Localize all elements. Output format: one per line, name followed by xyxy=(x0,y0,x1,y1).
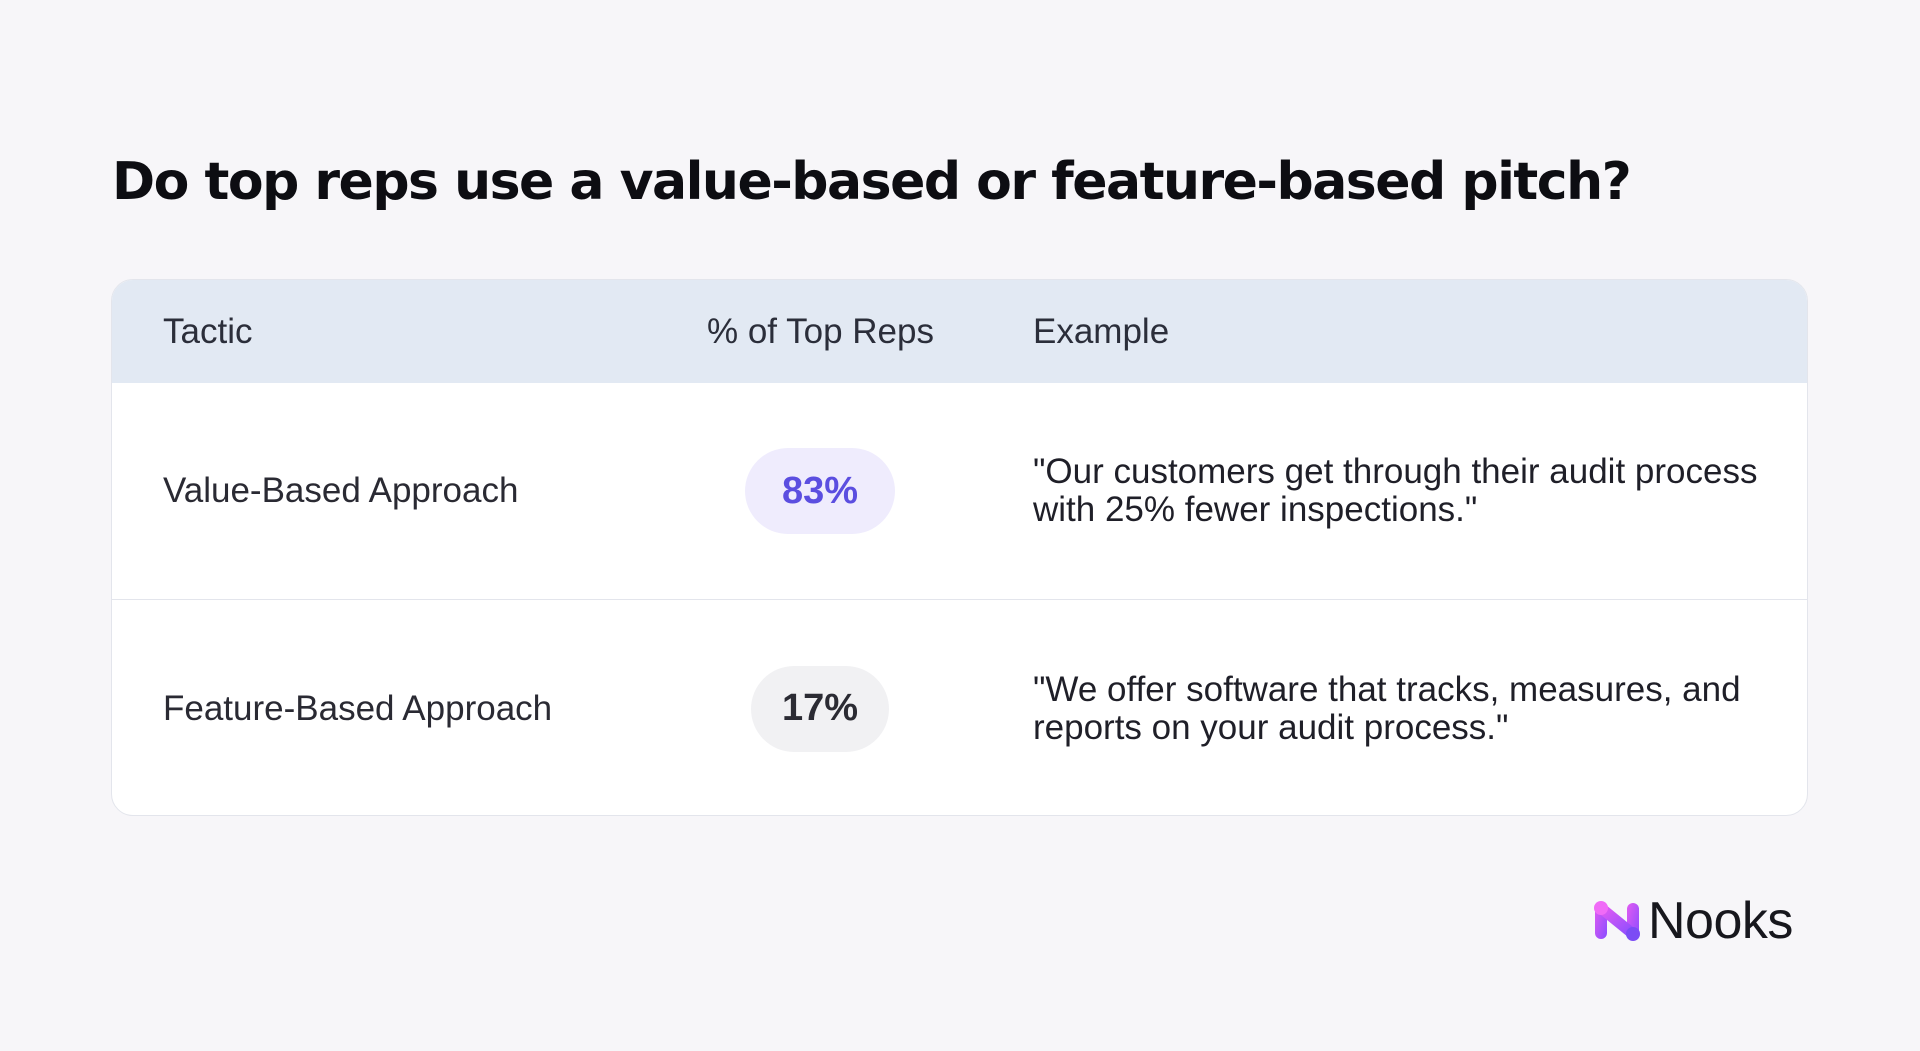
comparison-table: Tactic % of Top Reps Example Value-Based… xyxy=(111,279,1808,816)
column-header-example: Example xyxy=(1033,312,1170,351)
tactic-cell: Feature-Based Approach xyxy=(163,688,553,728)
column-header-percent: % of Top Reps xyxy=(707,312,934,351)
column-header-tactic: Tactic xyxy=(163,312,253,351)
brand-logo: Nooks xyxy=(1592,892,1793,950)
table-row: Value-Based Approach 83% "Our customers … xyxy=(112,383,1807,600)
table-header: Tactic % of Top Reps Example xyxy=(112,280,1807,383)
table-row: Feature-Based Approach 17% "We offer sof… xyxy=(112,600,1807,815)
percent-badge: 83% xyxy=(745,448,895,534)
percent-badge: 17% xyxy=(751,665,889,752)
example-cell: "Our customers get through their audit p… xyxy=(1033,452,1758,529)
tactic-cell: Value-Based Approach xyxy=(163,471,519,510)
brand-name: Nooks xyxy=(1648,892,1793,950)
example-cell: "We offer software that tracks, measures… xyxy=(1033,669,1741,747)
nooks-logo-icon xyxy=(1594,901,1640,941)
page-title: Do top reps use a value-based or feature… xyxy=(112,152,1632,212)
